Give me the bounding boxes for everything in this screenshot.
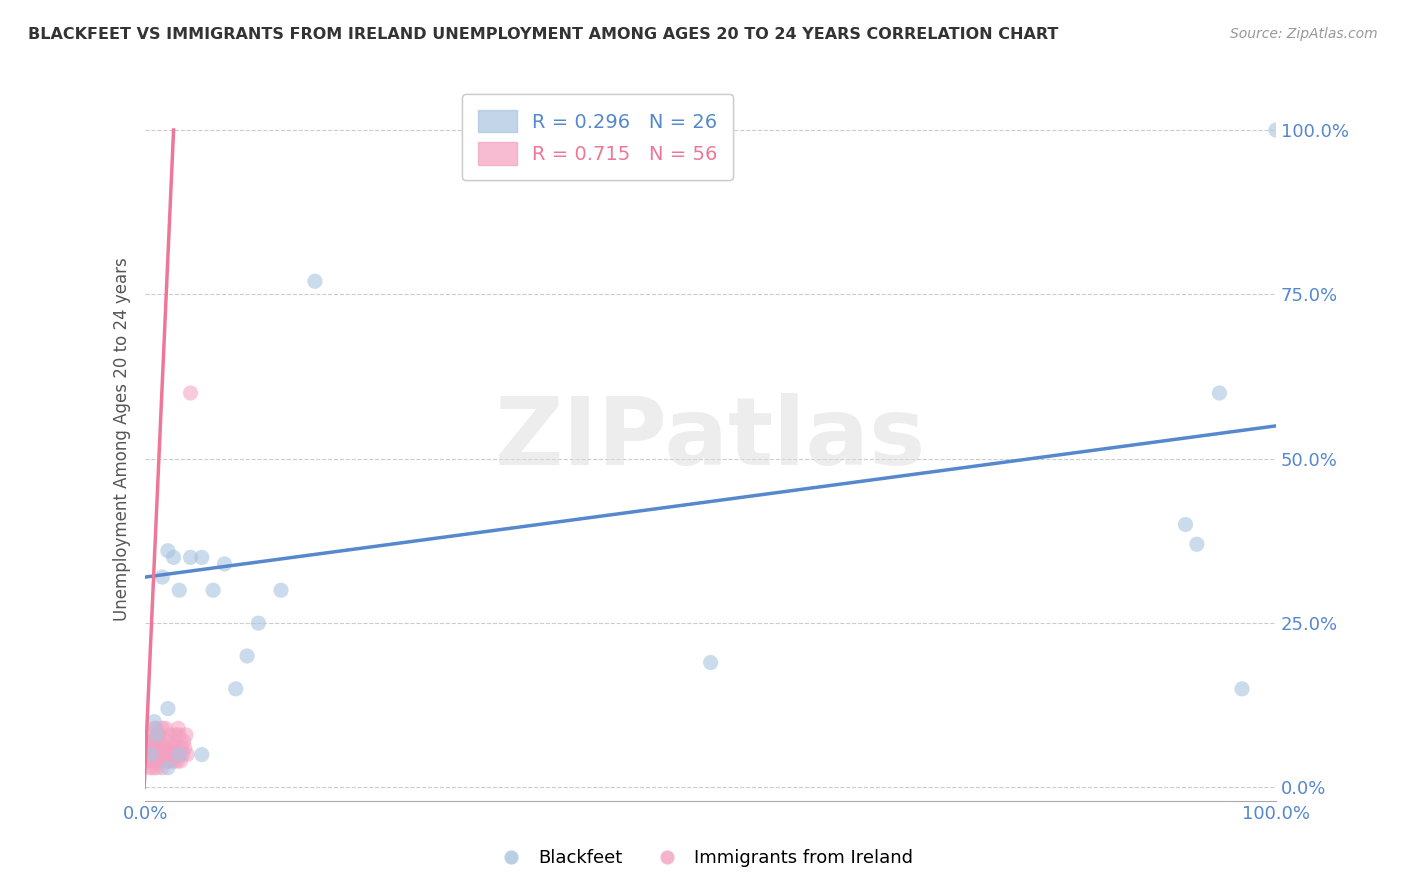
Point	[155, 741, 177, 756]
Point	[139, 728, 162, 742]
Point	[247, 616, 270, 631]
Point	[141, 741, 163, 756]
Point	[156, 701, 179, 715]
Point	[162, 754, 184, 768]
Point	[145, 734, 167, 748]
Point	[1208, 386, 1230, 401]
Point	[166, 754, 188, 768]
Point	[174, 728, 197, 742]
Point	[180, 550, 202, 565]
Point	[167, 721, 190, 735]
Point	[145, 728, 167, 742]
Point	[172, 747, 194, 762]
Point	[156, 747, 179, 762]
Point	[156, 754, 179, 768]
Point	[180, 386, 202, 401]
Point	[162, 550, 184, 565]
Point	[162, 747, 184, 762]
Point	[173, 734, 195, 748]
Point	[162, 734, 184, 748]
Point	[165, 728, 187, 742]
Point	[153, 754, 176, 768]
Point	[1230, 681, 1253, 696]
Point	[167, 747, 190, 762]
Point	[1174, 517, 1197, 532]
Point	[150, 570, 173, 584]
Point	[143, 721, 166, 735]
Point	[143, 714, 166, 729]
Point	[191, 747, 214, 762]
Point	[145, 754, 167, 768]
Point	[150, 721, 173, 735]
Point	[142, 734, 165, 748]
Point	[139, 734, 162, 748]
Legend: Blackfeet, Immigrants from Ireland: Blackfeet, Immigrants from Ireland	[485, 842, 921, 874]
Point	[156, 761, 179, 775]
Point	[225, 681, 247, 696]
Point	[146, 728, 169, 742]
Point	[150, 741, 173, 756]
Point	[149, 728, 172, 742]
Legend: R = 0.296   N = 26, R = 0.715   N = 56: R = 0.296 N = 26, R = 0.715 N = 56	[463, 95, 733, 180]
Point	[270, 583, 292, 598]
Point	[202, 583, 225, 598]
Point	[170, 741, 193, 756]
Point	[145, 761, 167, 775]
Point	[160, 741, 183, 756]
Point	[157, 747, 180, 762]
Point	[1265, 123, 1288, 137]
Point	[148, 754, 170, 768]
Point	[146, 747, 169, 762]
Point	[139, 747, 162, 762]
Point	[236, 648, 259, 663]
Point	[167, 583, 190, 598]
Point	[152, 747, 174, 762]
Point	[176, 747, 198, 762]
Point	[142, 761, 165, 775]
Point	[143, 747, 166, 762]
Point	[145, 721, 167, 735]
Point	[167, 728, 190, 742]
Point	[150, 754, 173, 768]
Point	[163, 747, 186, 762]
Point	[149, 747, 172, 762]
Point	[191, 550, 214, 565]
Point	[139, 747, 162, 762]
Point	[138, 741, 160, 756]
Point	[699, 656, 721, 670]
Point	[159, 754, 181, 768]
Point	[148, 734, 170, 748]
Point	[139, 761, 162, 775]
Point	[304, 274, 326, 288]
Point	[1185, 537, 1208, 551]
Point	[214, 557, 236, 571]
Point	[155, 721, 177, 735]
Text: ZIPatlas: ZIPatlas	[495, 393, 927, 485]
Point	[169, 754, 191, 768]
Point	[159, 728, 181, 742]
Point	[166, 741, 188, 756]
Y-axis label: Unemployment Among Ages 20 to 24 years: Unemployment Among Ages 20 to 24 years	[114, 257, 131, 621]
Point	[145, 741, 167, 756]
Text: BLACKFEET VS IMMIGRANTS FROM IRELAND UNEMPLOYMENT AMONG AGES 20 TO 24 YEARS CORR: BLACKFEET VS IMMIGRANTS FROM IRELAND UNE…	[28, 27, 1059, 42]
Point	[136, 754, 159, 768]
Point	[173, 741, 195, 756]
Point	[156, 543, 179, 558]
Point	[167, 747, 190, 762]
Point	[156, 734, 179, 748]
Text: Source: ZipAtlas.com: Source: ZipAtlas.com	[1230, 27, 1378, 41]
Point	[150, 761, 173, 775]
Point	[141, 754, 163, 768]
